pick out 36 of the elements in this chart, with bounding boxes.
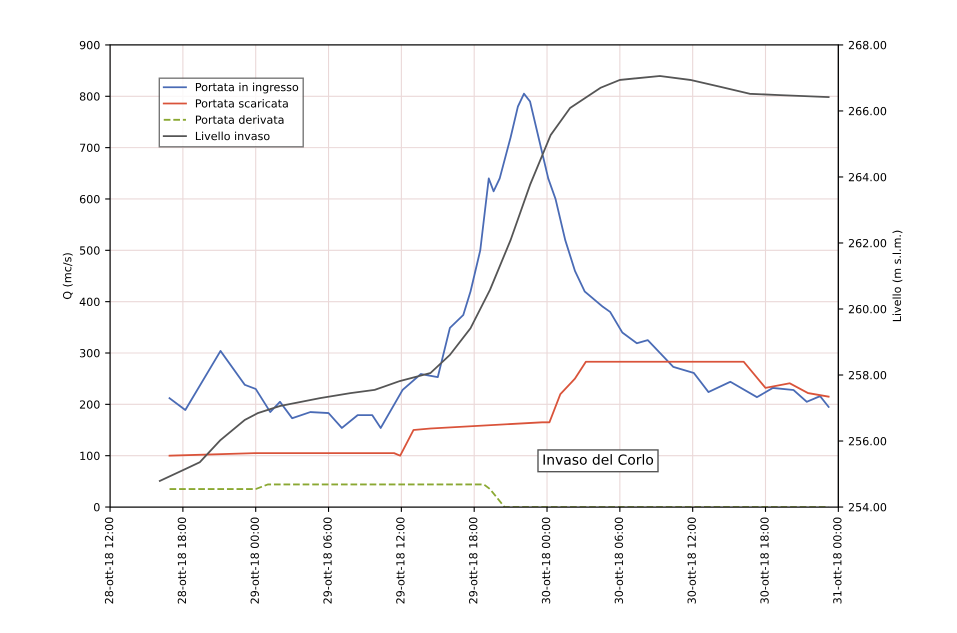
y-tick-label: 0	[94, 503, 100, 512]
x-tick-label: 30-ott-18 12:00	[687, 517, 696, 604]
y-tick-label: 900	[80, 40, 100, 50]
x-tick-label: 29-ott-18 18:00	[469, 517, 478, 604]
x-tick-label: 29-ott-18 12:00	[396, 517, 405, 604]
y-tick-label: 300	[80, 348, 100, 358]
x-tick-label: 31-ott-18 00:00	[833, 517, 842, 604]
y-tick-label: 700	[80, 144, 100, 152]
y-tick-label: 100	[80, 452, 100, 460]
x-tick-label: 29-ott-18 06:00	[323, 517, 332, 604]
legend-label: Portata in ingresso	[196, 82, 298, 94]
x-tick-label: 28-ott-18 18:00	[178, 517, 186, 604]
y2-tick-label: 262.00	[848, 238, 886, 248]
y-axis-title: Q (mc/s)	[62, 253, 73, 300]
y2-tick-label: 266.00	[848, 106, 886, 116]
y2-tick-label: 254.00	[848, 503, 886, 512]
y2-tick-label: 268.00	[848, 40, 886, 50]
y-tick-label: 200	[80, 400, 100, 409]
y-tick-label: 600	[80, 194, 100, 204]
y-tick-label: 800	[80, 92, 100, 101]
x-tick-label: 29-ott-18 00:00	[250, 517, 259, 604]
x-tick-label: 30-ott-18 06:00	[614, 517, 624, 604]
y2-tick-label: 256.00	[848, 436, 886, 446]
y2-axis-title: Livello (m s.l.m.)	[892, 230, 902, 322]
y-tick-label: 400	[80, 298, 100, 306]
x-tick-label: 28-ott-18 12:00	[104, 517, 114, 604]
legend-label: Livello invaso	[196, 132, 270, 140]
x-tick-label: 30-ott-18 18:00	[760, 517, 769, 604]
y2-tick-label: 260.00	[848, 304, 886, 314]
legend-label: Portata scaricata	[196, 98, 288, 108]
annotation: Invaso del Corlo	[544, 454, 654, 465]
legend-label: Portata derivata	[196, 115, 284, 124]
x-tick-label: 30-ott-18 00:00	[542, 517, 550, 604]
y2-tick-label: 258.00	[848, 370, 886, 380]
y2-tick-label: 264.00	[848, 172, 886, 182]
y-tick-label: 500	[80, 246, 100, 255]
